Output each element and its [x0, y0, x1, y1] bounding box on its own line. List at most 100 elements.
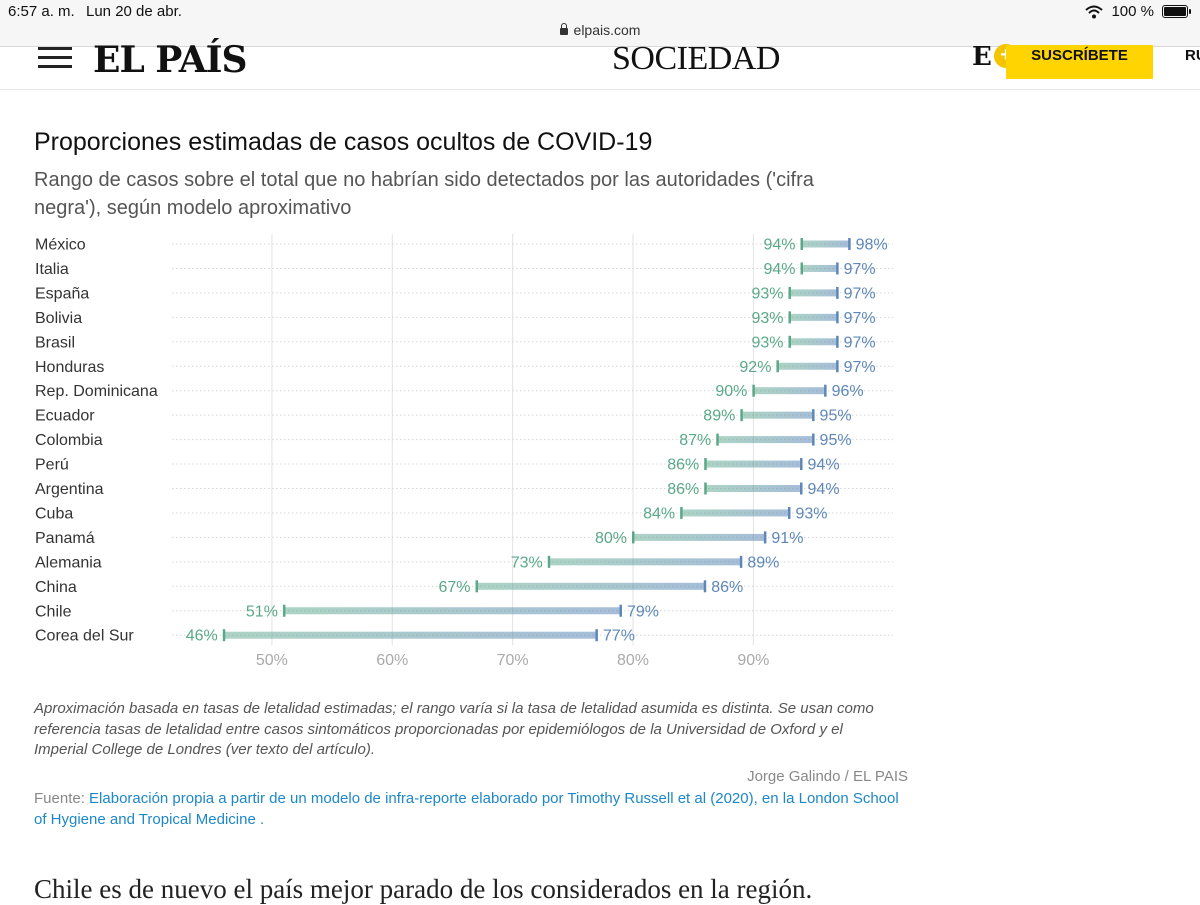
- low-marker: [222, 629, 226, 642]
- range-bar: [548, 558, 742, 566]
- premium-logo[interactable]: E: [972, 42, 992, 72]
- range-bar: [741, 411, 814, 419]
- high-marker: [836, 335, 839, 348]
- category-label: Italia: [35, 261, 69, 278]
- header-cut-text[interactable]: RU: [1185, 47, 1200, 64]
- high-value-label: 98%: [856, 237, 888, 254]
- high-value-label: 79%: [627, 603, 659, 620]
- range-bar: [789, 313, 838, 321]
- high-value-label: 97%: [844, 334, 876, 351]
- site-logo[interactable]: EL PAÍS: [93, 39, 248, 81]
- low-marker: [740, 409, 743, 422]
- low-value-label: 80%: [595, 530, 627, 547]
- low-value-label: 92%: [739, 359, 771, 376]
- low-value-label: 51%: [246, 603, 278, 620]
- dumbbell-chart: 50% 60% 70% 80% 90% México 94% 98% Italia 94% 97% E…: [35, 234, 893, 669]
- low-marker: [800, 238, 804, 250]
- low-marker: [776, 360, 779, 373]
- high-value-label: 94%: [808, 457, 840, 474]
- category-label: Cuba: [35, 505, 73, 522]
- range-bar: [777, 362, 838, 370]
- high-value-label: 97%: [844, 310, 876, 327]
- subscribe-button[interactable]: SUSCRÍBETE: [1006, 45, 1153, 79]
- range-bar: [705, 485, 802, 492]
- article-paragraph: Chile es de nuevo el país mejor parado d…: [34, 874, 813, 904]
- high-marker: [836, 360, 839, 373]
- low-value-label: 94%: [763, 261, 795, 278]
- chart-source: Fuente: Elaboración propia a partir de u…: [34, 789, 904, 830]
- low-value-label: 94%: [763, 237, 795, 254]
- low-value-label: 90%: [715, 383, 747, 400]
- category-label: Colombia: [35, 432, 103, 449]
- high-marker: [800, 458, 803, 471]
- high-value-label: 95%: [820, 408, 852, 425]
- high-value-label: 95%: [820, 432, 852, 449]
- category-label: Rep. Dominicana: [35, 383, 158, 400]
- high-marker: [619, 604, 622, 617]
- high-marker: [836, 311, 839, 324]
- low-value-label: 93%: [751, 285, 783, 302]
- high-value-label: 93%: [795, 505, 827, 522]
- low-marker: [788, 286, 791, 299]
- low-value-label: 93%: [751, 334, 783, 351]
- range-bar: [705, 460, 802, 468]
- high-value-label: 94%: [808, 481, 840, 498]
- high-marker: [800, 482, 803, 495]
- low-value-label: 67%: [438, 579, 470, 596]
- range-bar: [801, 264, 838, 272]
- high-marker: [836, 286, 839, 299]
- section-title[interactable]: SOCIEDAD: [612, 40, 780, 77]
- category-label: Chile: [35, 603, 72, 620]
- category-label: Argentina: [35, 481, 104, 498]
- status-time: 6:57 a. m.: [8, 3, 75, 20]
- x-tick-label: 60%: [376, 652, 408, 669]
- low-marker: [632, 531, 635, 544]
- category-label: China: [35, 579, 77, 596]
- low-value-label: 93%: [751, 310, 783, 327]
- status-bar: 6:57 a. m. Lun 20 de abr. 100 % elpais.c…: [0, 0, 1200, 47]
- category-label: Corea del Sur: [35, 628, 134, 645]
- url-bar[interactable]: elpais.com: [0, 22, 1200, 38]
- high-value-label: 89%: [747, 554, 779, 571]
- category-label: Panamá: [35, 530, 95, 547]
- high-marker: [824, 384, 827, 397]
- high-marker: [812, 409, 815, 422]
- high-value-label: 77%: [603, 628, 635, 645]
- category-label: Ecuador: [35, 408, 95, 425]
- chart-note: Aproximación basada en tasas de letalida…: [34, 700, 874, 758]
- range-bar: [223, 631, 597, 639]
- x-tick-label: 70%: [497, 652, 529, 669]
- low-value-label: 89%: [703, 408, 735, 425]
- category-label: Perú: [35, 457, 69, 474]
- low-marker: [704, 458, 707, 471]
- battery-icon: [1162, 5, 1191, 18]
- range-bar: [476, 582, 706, 590]
- site-header: EL PAÍS SOCIEDAD E + SUSCRÍBETE RU: [0, 39, 1200, 90]
- high-marker: [836, 262, 839, 275]
- low-marker: [475, 580, 479, 593]
- chart-title: Proporciones estimadas de casos ocultos …: [34, 128, 653, 156]
- high-marker: [812, 433, 815, 446]
- low-marker: [788, 335, 791, 348]
- high-value-label: 97%: [844, 261, 876, 278]
- high-marker: [787, 506, 791, 519]
- low-marker: [800, 262, 804, 275]
- range-bar: [789, 289, 838, 297]
- high-marker: [848, 238, 851, 250]
- url-domain: elpais.com: [573, 22, 641, 38]
- category-label: Bolivia: [35, 310, 82, 327]
- high-value-label: 96%: [832, 383, 864, 400]
- range-bar: [717, 436, 814, 444]
- wifi-icon: [1085, 5, 1104, 18]
- low-marker: [282, 604, 286, 617]
- chart-byline: Jorge Galindo / EL PAIS: [747, 768, 908, 785]
- high-marker: [595, 629, 598, 642]
- status-indicators: 100 %: [1085, 3, 1191, 20]
- high-marker: [703, 580, 707, 593]
- low-value-label: 86%: [667, 481, 699, 498]
- low-value-label: 46%: [186, 628, 218, 645]
- high-marker: [763, 531, 767, 544]
- menu-icon[interactable]: [38, 47, 72, 69]
- source-link[interactable]: Elaboración propia a partir de un modelo…: [34, 790, 899, 828]
- range-bar: [801, 240, 850, 248]
